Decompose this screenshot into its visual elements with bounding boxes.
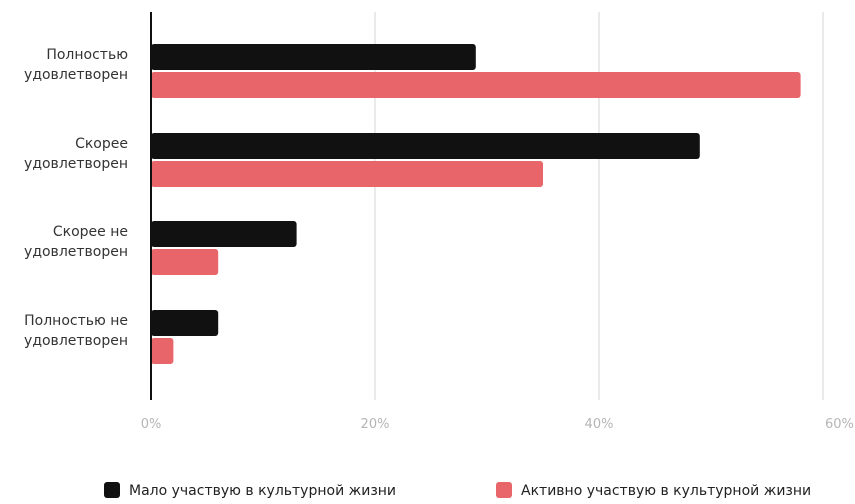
x-tick-label-3: 60% [825, 417, 854, 432]
bars [151, 44, 801, 364]
x-tick-label-2: 40% [585, 417, 614, 432]
category-label-2: Скорее удовлетворен [24, 136, 128, 172]
category-label-4: Полностью не удовлетворен [24, 313, 128, 349]
bar-series2-4 [151, 338, 174, 364]
legend-label-1: Мало участвую в культурной жизни [129, 483, 396, 499]
category-label-3: Скорее не удовлетворен [24, 224, 128, 260]
bar-series1-3 [151, 221, 297, 247]
category-labels: Полностью удовлетворен Скорее удовлетворен С… [24, 47, 128, 349]
legend-swatch-2 [496, 482, 512, 498]
bar-series2-3 [151, 249, 219, 275]
x-tick-label-1: 20% [361, 417, 390, 432]
bar-series1-2 [151, 133, 700, 159]
legend-label-2: Активно участвую в культурной жизни [521, 483, 811, 499]
bar-series2-2 [151, 161, 543, 187]
legend: Мало участвую в культурной жизни Активно … [104, 482, 811, 499]
category-label-1: Полностью удовлетворен [24, 47, 128, 83]
legend-swatch-1 [104, 482, 120, 498]
bar-series2-1 [151, 72, 801, 98]
grid-lines [374, 12, 824, 400]
x-tick-labels: 0% 20% 40% 60% [141, 417, 854, 432]
x-tick-label-0: 0% [141, 417, 162, 432]
bar-series1-1 [151, 44, 476, 70]
bar-series1-4 [151, 310, 219, 336]
